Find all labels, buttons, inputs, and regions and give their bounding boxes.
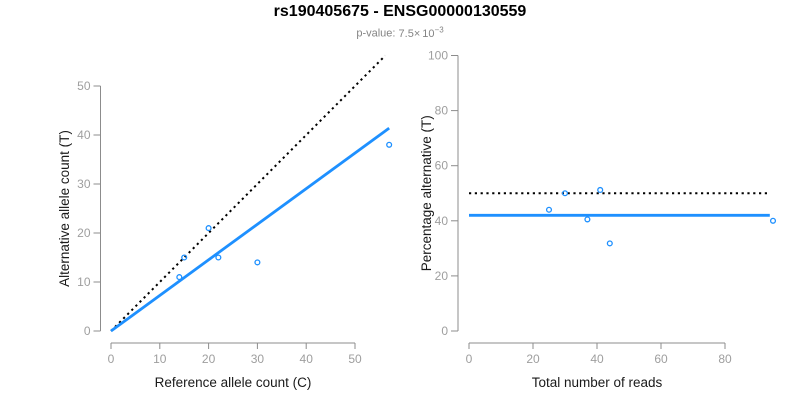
y-tick-label: 0 (441, 324, 448, 338)
p-value-base: 10 (422, 27, 435, 40)
p-value-label: p-value: (356, 27, 396, 40)
data-point (584, 216, 591, 223)
y-tick-label: 100 (428, 49, 448, 63)
x-tick-label: 40 (590, 352, 604, 366)
left-plot: 0 10 20 30 40 50 0 10 20 30 40 50 Reference allele c… (57, 54, 393, 390)
data-point (597, 186, 604, 193)
x-tick-label: 0 (466, 352, 473, 366)
x-tick-label: 50 (348, 352, 362, 366)
x-tick-label: 60 (654, 352, 668, 366)
x-tick-label: 40 (300, 352, 314, 366)
y-tick-label: 80 (435, 104, 449, 118)
x-tick-label: 20 (526, 352, 540, 366)
x-tick-label: 30 (251, 352, 265, 366)
p-value-exponent: −3 (434, 25, 444, 34)
x-tick-label: 10 (153, 352, 167, 366)
x-tick-label: 0 (108, 352, 115, 366)
x-tick-label: 80 (718, 352, 732, 366)
x-axis-title: Reference allele count (C) (155, 375, 312, 390)
identity-line (110, 54, 386, 332)
fit-line (110, 127, 390, 333)
p-value-subtitle: p-value: 7.5× 10−3 (0, 25, 800, 40)
data-point (254, 259, 261, 266)
y-tick-label: 20 (435, 269, 449, 283)
p-value-number: 7.5× 10−3 (398, 25, 444, 40)
y-tick-label: 40 (435, 214, 449, 228)
y-tick-label: 20 (77, 226, 91, 240)
data-point (205, 225, 212, 232)
data-point (215, 254, 222, 261)
data-point (769, 217, 777, 224)
data-point (386, 141, 393, 148)
right-plot: 0 20 40 60 80 0 20 40 60 80 100 Total number of rea… (419, 49, 777, 390)
data-point (176, 274, 183, 281)
figure-title: rs190405675 - ENSG00000130559 (273, 3, 527, 20)
y-tick-label: 40 (77, 128, 91, 142)
x-tick-label: 20 (202, 352, 216, 366)
data-point (545, 206, 553, 213)
data-point (606, 240, 613, 247)
p-value-mantissa: 7.5 (398, 27, 414, 40)
data-point (181, 254, 188, 261)
y-axis-title: Percentage alternative (T) (419, 115, 434, 271)
y-tick-label: 0 (84, 324, 91, 338)
data-point (561, 190, 569, 197)
y-tick-label: 30 (77, 177, 91, 191)
y-tick-label: 60 (435, 159, 449, 173)
x-axis-title: Total number of reads (532, 375, 663, 390)
y-tick-label: 50 (77, 79, 91, 93)
times-symbol: × (413, 27, 421, 40)
y-axis-title: Alternative allele count (T) (57, 130, 72, 287)
y-tick-label: 10 (77, 275, 91, 289)
